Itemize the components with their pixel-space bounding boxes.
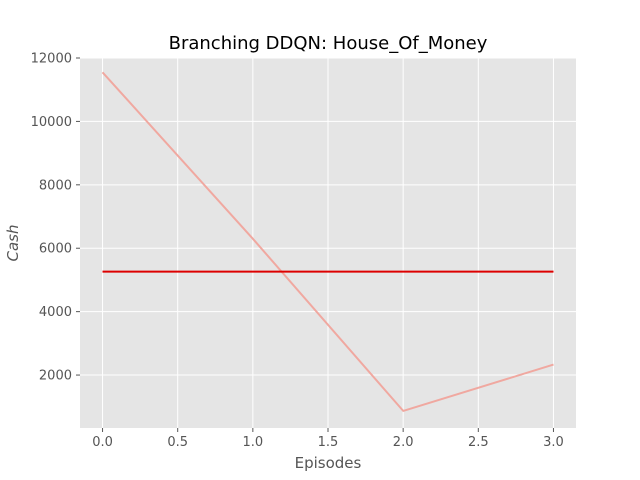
- x-axis-label: Episodes: [295, 454, 362, 472]
- x-tick-label: 3.0: [543, 435, 564, 450]
- series-line-1: [101, 71, 554, 412]
- y-tick-label: 12000: [31, 52, 72, 67]
- chart-title: Branching DDQN: House_Of_Money: [169, 33, 488, 54]
- y-axis-label: Cash: [4, 225, 22, 262]
- y-tick-label: 4000: [39, 305, 72, 320]
- grid-lines: [80, 57, 576, 428]
- x-tick-label: 0.0: [92, 435, 113, 450]
- x-tick-label: 2.5: [468, 435, 489, 450]
- y-tick-label: 6000: [39, 242, 72, 257]
- x-tick-label: 2.0: [393, 435, 414, 450]
- x-tick-label: 0.5: [167, 435, 188, 450]
- series-lines: [101, 71, 554, 412]
- axis-ticks: 0.0 0.5 1.0 1.5 2.0 2.5 3.0 2000 4000 6000 8000 100…: [31, 52, 564, 451]
- y-tick-label: 10000: [31, 115, 72, 130]
- x-tick-label: 1.0: [243, 435, 264, 450]
- x-tick-label: 1.5: [318, 435, 339, 450]
- y-tick-label: 8000: [39, 178, 72, 193]
- y-tick-label: 2000: [39, 369, 72, 384]
